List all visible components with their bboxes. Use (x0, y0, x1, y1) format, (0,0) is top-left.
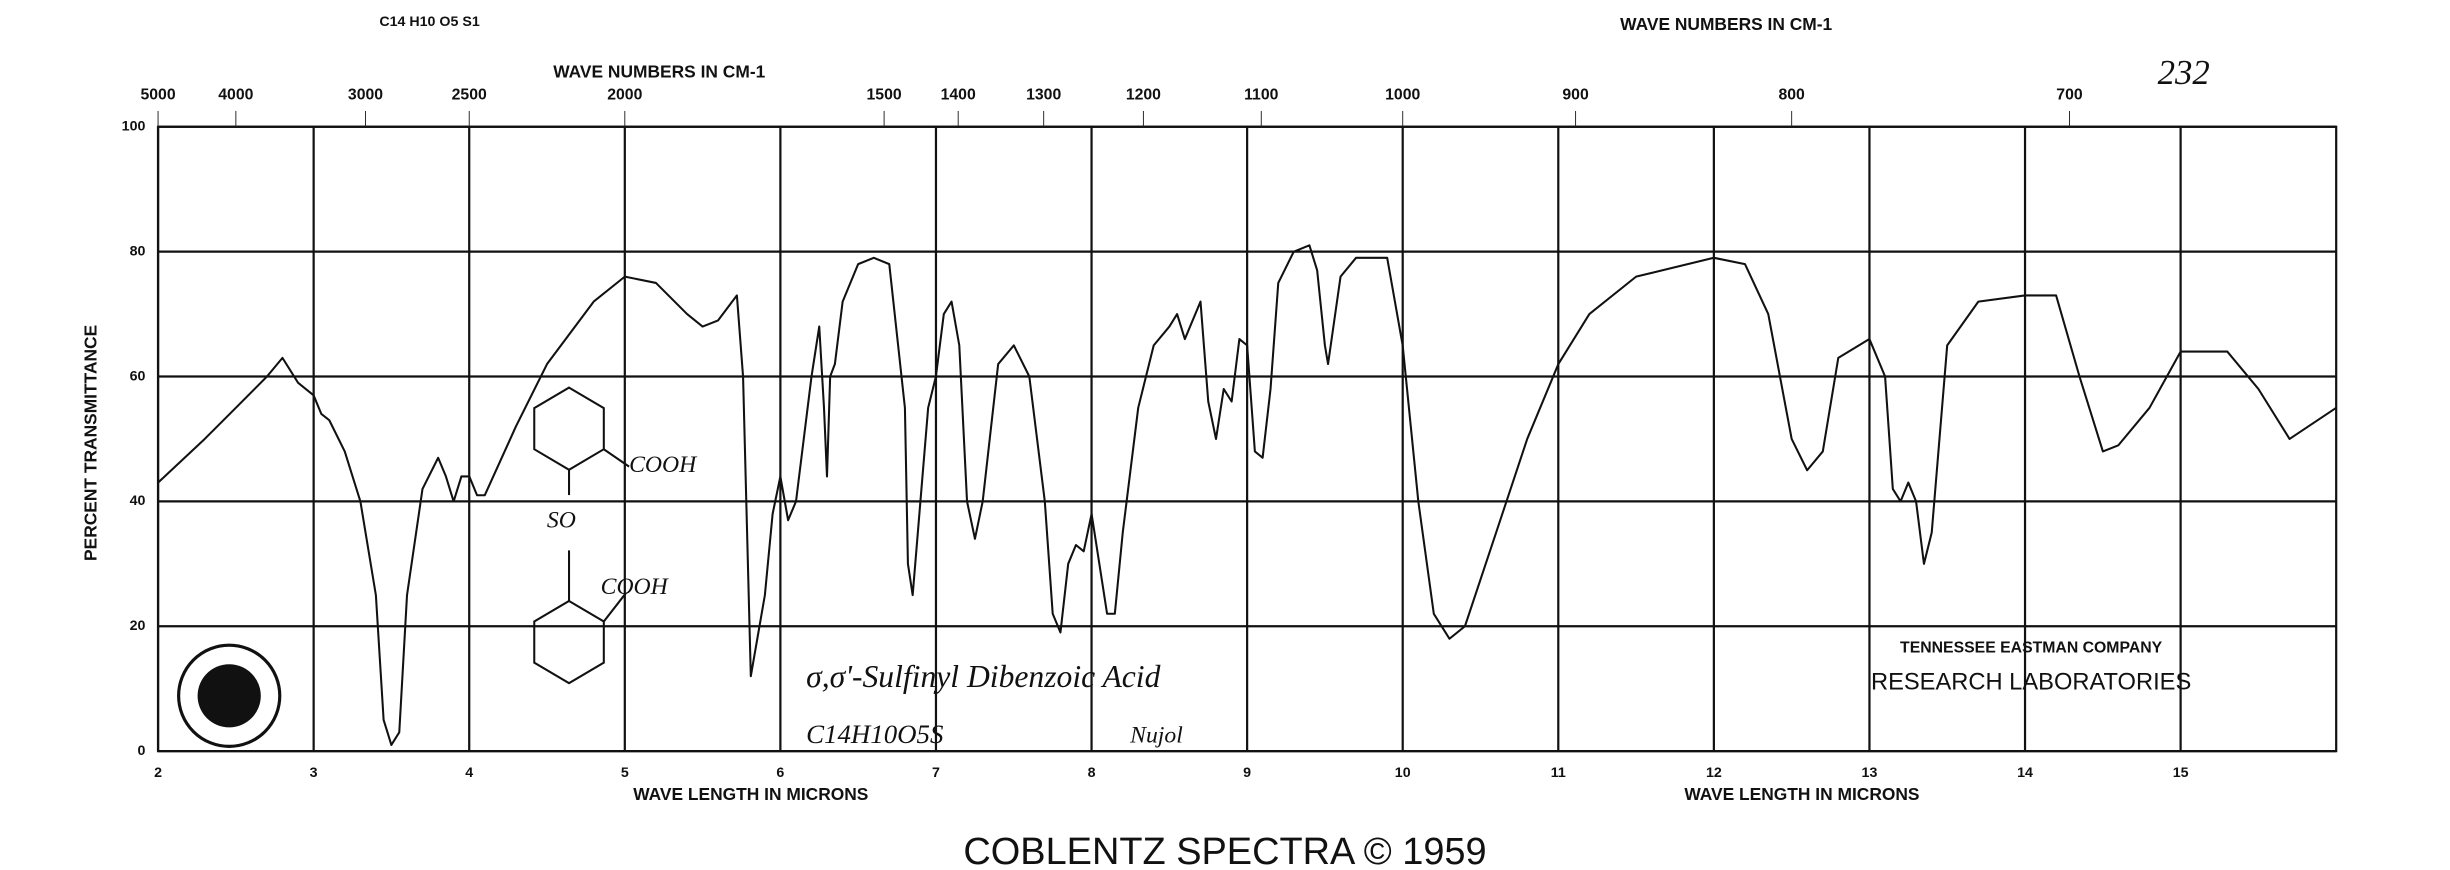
x-tick-label: 15 (2173, 765, 2189, 781)
x-tick-label: 14 (2017, 765, 2033, 781)
x-tick-label: 13 (1862, 765, 1878, 781)
formula-top: C14 H10 O5 S1 (379, 14, 479, 30)
compound-name: σ,σ'-Sulfinyl Dibenzoic Acid (806, 659, 1160, 694)
x2-tick-label: 5000 (140, 86, 175, 103)
x-axis-label: WAVE LENGTH IN MICRONS (1684, 784, 1919, 804)
structure-label: SO (547, 507, 576, 533)
x2-tick-label: 4000 (218, 86, 253, 103)
y-tick-label: 60 (130, 368, 146, 384)
y-tick-label: 80 (130, 243, 146, 259)
x-tick-label: 7 (932, 765, 940, 781)
structure-label: COOH (601, 574, 670, 600)
x2-tick-label: 1000 (1385, 86, 1420, 103)
x-tick-label: 5 (621, 765, 629, 781)
x2-tick-label: 2500 (452, 86, 487, 103)
x2-tick-label: 700 (2056, 86, 2083, 103)
x-tick-label: 2 (154, 765, 162, 781)
logo (177, 643, 282, 748)
x-tick-label: 10 (1395, 765, 1411, 781)
spectrum-line (157, 244, 2337, 746)
x-tick-label: 11 (1551, 765, 1566, 781)
structure-label: COOH (629, 452, 698, 478)
x-axis-label: WAVE LENGTH IN MICRONS (633, 784, 868, 804)
x2-tick-label: 1400 (941, 86, 976, 103)
medium: Nujol (1129, 722, 1183, 748)
x-tick-label: 12 (1706, 765, 1722, 781)
y-tick-label: 40 (130, 493, 146, 509)
company: TENNESSEE EASTMAN COMPANY (1900, 640, 2163, 657)
x-tick-label: 6 (776, 765, 784, 781)
x2-tick-label: 1300 (1026, 86, 1061, 103)
x-tick-label: 9 (1243, 765, 1251, 781)
y-tick-label: 20 (130, 618, 146, 634)
laboratory: RESEARCH LABORATORIES (1871, 669, 2191, 695)
x2-tick-label: 800 (1778, 86, 1805, 103)
x2-tick-label: 1100 (1244, 86, 1278, 103)
x-tick-label: 4 (465, 765, 473, 781)
x2-tick-label: 1200 (1126, 86, 1161, 103)
top-axis-label: WAVE NUMBERS IN CM-1 (1620, 14, 1832, 34)
y-axis-label: PERCENT TRANSMITTANCE (80, 325, 100, 561)
x2-tick-label: 3000 (348, 86, 383, 103)
footer: COBLENTZ SPECTRA © 1959 (963, 831, 1486, 870)
y-tick-label: 0 (137, 743, 145, 759)
x2-tick-label: 1500 (867, 86, 902, 103)
x-tick-label: 3 (310, 765, 318, 781)
y-tick-label: 100 (122, 119, 146, 135)
sheet-number: 232 (2158, 53, 2210, 92)
top-axis-label: WAVE NUMBERS IN CM-1 (553, 62, 765, 82)
x2-tick-label: 2000 (607, 86, 642, 103)
x-tick-label: 8 (1088, 765, 1096, 781)
formula: C14H10O5S (806, 719, 943, 749)
x2-tick-label: 900 (1562, 86, 1589, 103)
structure (533, 386, 630, 685)
